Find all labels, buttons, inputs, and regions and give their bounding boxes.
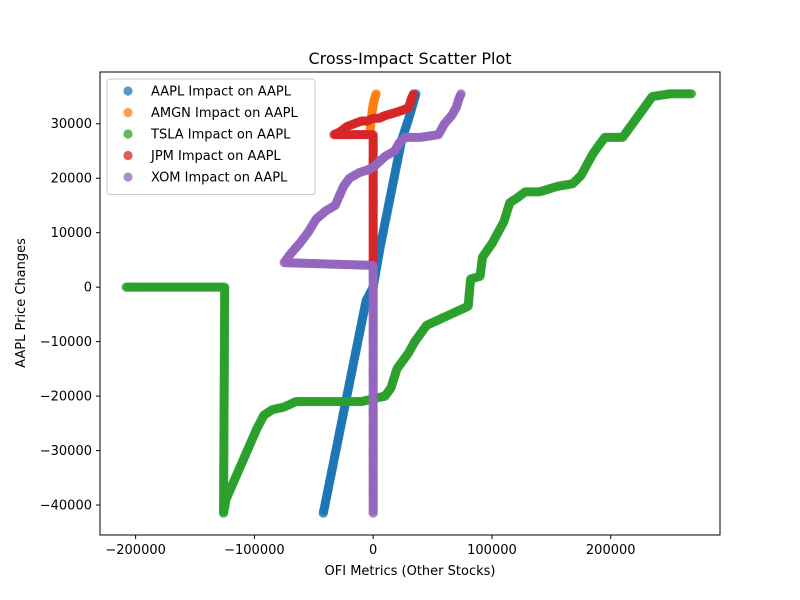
legend-entry-label: AMGN Impact on AAPL xyxy=(151,106,298,121)
y-tick-label: 10000 xyxy=(51,226,92,241)
y-tick-label: 0 xyxy=(84,281,92,296)
data-point xyxy=(408,89,419,99)
series-2 xyxy=(121,89,697,518)
y-tick-label: −20000 xyxy=(40,390,92,405)
axes-frame xyxy=(99,71,721,536)
x-tick-label: 100000 xyxy=(467,543,517,558)
chart-title: Cross-Impact Scatter Plot xyxy=(308,49,511,68)
y-tick-label: 30000 xyxy=(51,117,92,132)
legend-entry-label: XOM Impact on AAPL xyxy=(151,171,288,186)
x-axis-label: OFI Metrics (Other Stocks) xyxy=(325,564,496,579)
plot-area xyxy=(121,89,697,518)
x-tick-label: −200000 xyxy=(105,543,166,558)
y-tick-label: −10000 xyxy=(40,335,92,350)
y-tick-label: 20000 xyxy=(51,172,92,187)
legend-marker xyxy=(123,172,133,182)
legend-marker xyxy=(123,107,133,118)
legend-entry-label: JPM Impact on AAPL xyxy=(150,149,281,164)
legend-marker xyxy=(123,129,133,139)
y-tick-label: −30000 xyxy=(40,444,92,459)
legend-marker xyxy=(123,150,133,161)
data-point xyxy=(456,89,466,99)
data-point xyxy=(686,89,697,99)
plot-border xyxy=(99,71,721,536)
x-tick-label: 200000 xyxy=(586,543,636,558)
x-tick-label: 0 xyxy=(369,543,377,558)
series-4 xyxy=(279,89,466,518)
y-axis-ticks: −40000 −30000 −20000 −10000 0 10000 20000 30000 xyxy=(40,117,100,514)
y-tick-label: −40000 xyxy=(40,499,92,514)
x-axis-ticks: −200000 −100000 0 100000 200000 xyxy=(105,535,636,558)
legend-marker xyxy=(123,86,133,96)
legend-box xyxy=(106,78,316,195)
x-tick-label: −100000 xyxy=(224,543,285,558)
legend: AAPL Impact on AAPL AMGN Impact on AAPL TS… xyxy=(106,78,316,195)
y-axis-label: AAPL Price Changes xyxy=(14,238,29,368)
data-point xyxy=(371,89,381,99)
legend-entry-label: AAPL Impact on AAPL xyxy=(151,85,292,100)
legend-entry-label: TSLA Impact on AAPL xyxy=(150,128,291,143)
